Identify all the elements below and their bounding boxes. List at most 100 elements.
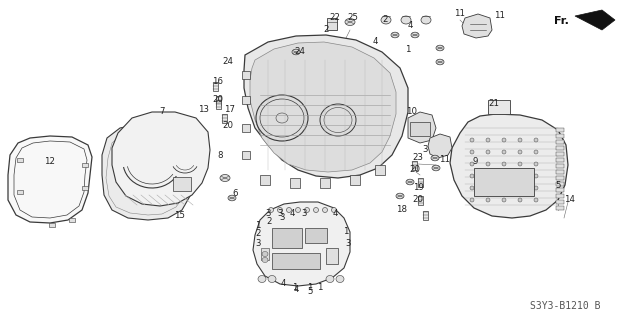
Text: 2: 2	[266, 218, 272, 226]
Ellipse shape	[534, 174, 538, 178]
Bar	[556, 200, 564, 204]
Bar	[212, 81, 218, 91]
Bar	[410, 122, 430, 136]
Ellipse shape	[345, 19, 355, 26]
Bar	[417, 177, 422, 187]
Ellipse shape	[470, 162, 474, 166]
Bar	[556, 170, 564, 174]
Bar	[290, 178, 300, 188]
Text: 11: 11	[440, 155, 451, 165]
Text: 22: 22	[330, 13, 340, 23]
Ellipse shape	[305, 207, 310, 212]
Text: 2: 2	[323, 26, 329, 34]
Ellipse shape	[470, 150, 474, 154]
Ellipse shape	[262, 257, 268, 263]
Ellipse shape	[391, 32, 399, 38]
Bar	[242, 71, 250, 79]
Ellipse shape	[502, 150, 506, 154]
Ellipse shape	[486, 162, 490, 166]
Ellipse shape	[323, 207, 328, 212]
Ellipse shape	[336, 276, 344, 283]
Text: 18: 18	[397, 205, 408, 214]
Text: 24: 24	[223, 57, 234, 66]
Text: 13: 13	[198, 106, 209, 115]
Text: 4: 4	[332, 209, 338, 218]
Ellipse shape	[411, 32, 419, 38]
Bar	[327, 18, 337, 30]
Text: 20: 20	[410, 166, 420, 174]
Bar	[260, 175, 270, 185]
Polygon shape	[250, 42, 396, 172]
Bar	[556, 176, 564, 180]
Text: Fr.: Fr.	[554, 16, 569, 26]
Bar	[216, 100, 221, 108]
Bar	[69, 218, 75, 222]
Ellipse shape	[534, 186, 538, 190]
Bar	[242, 151, 250, 159]
Polygon shape	[112, 112, 210, 206]
Bar	[320, 178, 330, 188]
Ellipse shape	[502, 162, 506, 166]
Bar	[556, 188, 564, 192]
Text: 23: 23	[413, 153, 424, 162]
Polygon shape	[462, 14, 492, 38]
Bar	[375, 165, 385, 175]
Ellipse shape	[436, 59, 444, 65]
Ellipse shape	[486, 174, 490, 178]
Ellipse shape	[486, 198, 490, 202]
Text: 3: 3	[345, 240, 351, 249]
Text: 2: 2	[255, 229, 260, 239]
Text: 11: 11	[454, 10, 465, 19]
Text: 20: 20	[223, 121, 234, 130]
Text: 2: 2	[382, 16, 388, 25]
Polygon shape	[102, 124, 196, 220]
Bar	[556, 140, 564, 144]
Ellipse shape	[470, 174, 474, 178]
Text: 25: 25	[348, 13, 358, 23]
Text: 3: 3	[422, 145, 428, 154]
Bar	[305, 228, 327, 243]
Text: 3: 3	[301, 209, 307, 218]
Ellipse shape	[396, 193, 404, 199]
Ellipse shape	[470, 186, 474, 190]
Ellipse shape	[432, 165, 440, 171]
Ellipse shape	[486, 186, 490, 190]
Bar	[556, 206, 564, 210]
Ellipse shape	[470, 198, 474, 202]
Ellipse shape	[486, 138, 490, 142]
Bar	[49, 223, 55, 227]
Polygon shape	[253, 202, 350, 286]
Bar	[82, 163, 88, 167]
Bar	[556, 194, 564, 198]
Text: 20: 20	[212, 95, 223, 105]
Ellipse shape	[269, 207, 273, 212]
Ellipse shape	[421, 16, 431, 24]
Ellipse shape	[220, 174, 230, 182]
Ellipse shape	[258, 276, 266, 283]
Bar	[272, 228, 302, 248]
Ellipse shape	[518, 174, 522, 178]
Ellipse shape	[518, 162, 522, 166]
Text: 21: 21	[488, 100, 499, 108]
Ellipse shape	[518, 186, 522, 190]
Polygon shape	[8, 136, 92, 223]
Ellipse shape	[534, 162, 538, 166]
Bar	[488, 100, 510, 114]
Ellipse shape	[314, 207, 319, 212]
Text: 4: 4	[293, 286, 299, 294]
Text: 7: 7	[159, 108, 164, 116]
Ellipse shape	[502, 138, 506, 142]
Bar	[422, 211, 428, 219]
Text: 8: 8	[217, 151, 223, 160]
Text: 17: 17	[225, 106, 236, 115]
Polygon shape	[450, 114, 568, 218]
Ellipse shape	[534, 198, 538, 202]
Text: 20: 20	[413, 196, 424, 204]
Ellipse shape	[292, 49, 300, 55]
Bar	[17, 190, 23, 194]
Polygon shape	[575, 10, 615, 30]
Ellipse shape	[381, 16, 391, 24]
Text: 14: 14	[564, 196, 575, 204]
Text: 24: 24	[294, 48, 305, 56]
Bar	[17, 158, 23, 162]
